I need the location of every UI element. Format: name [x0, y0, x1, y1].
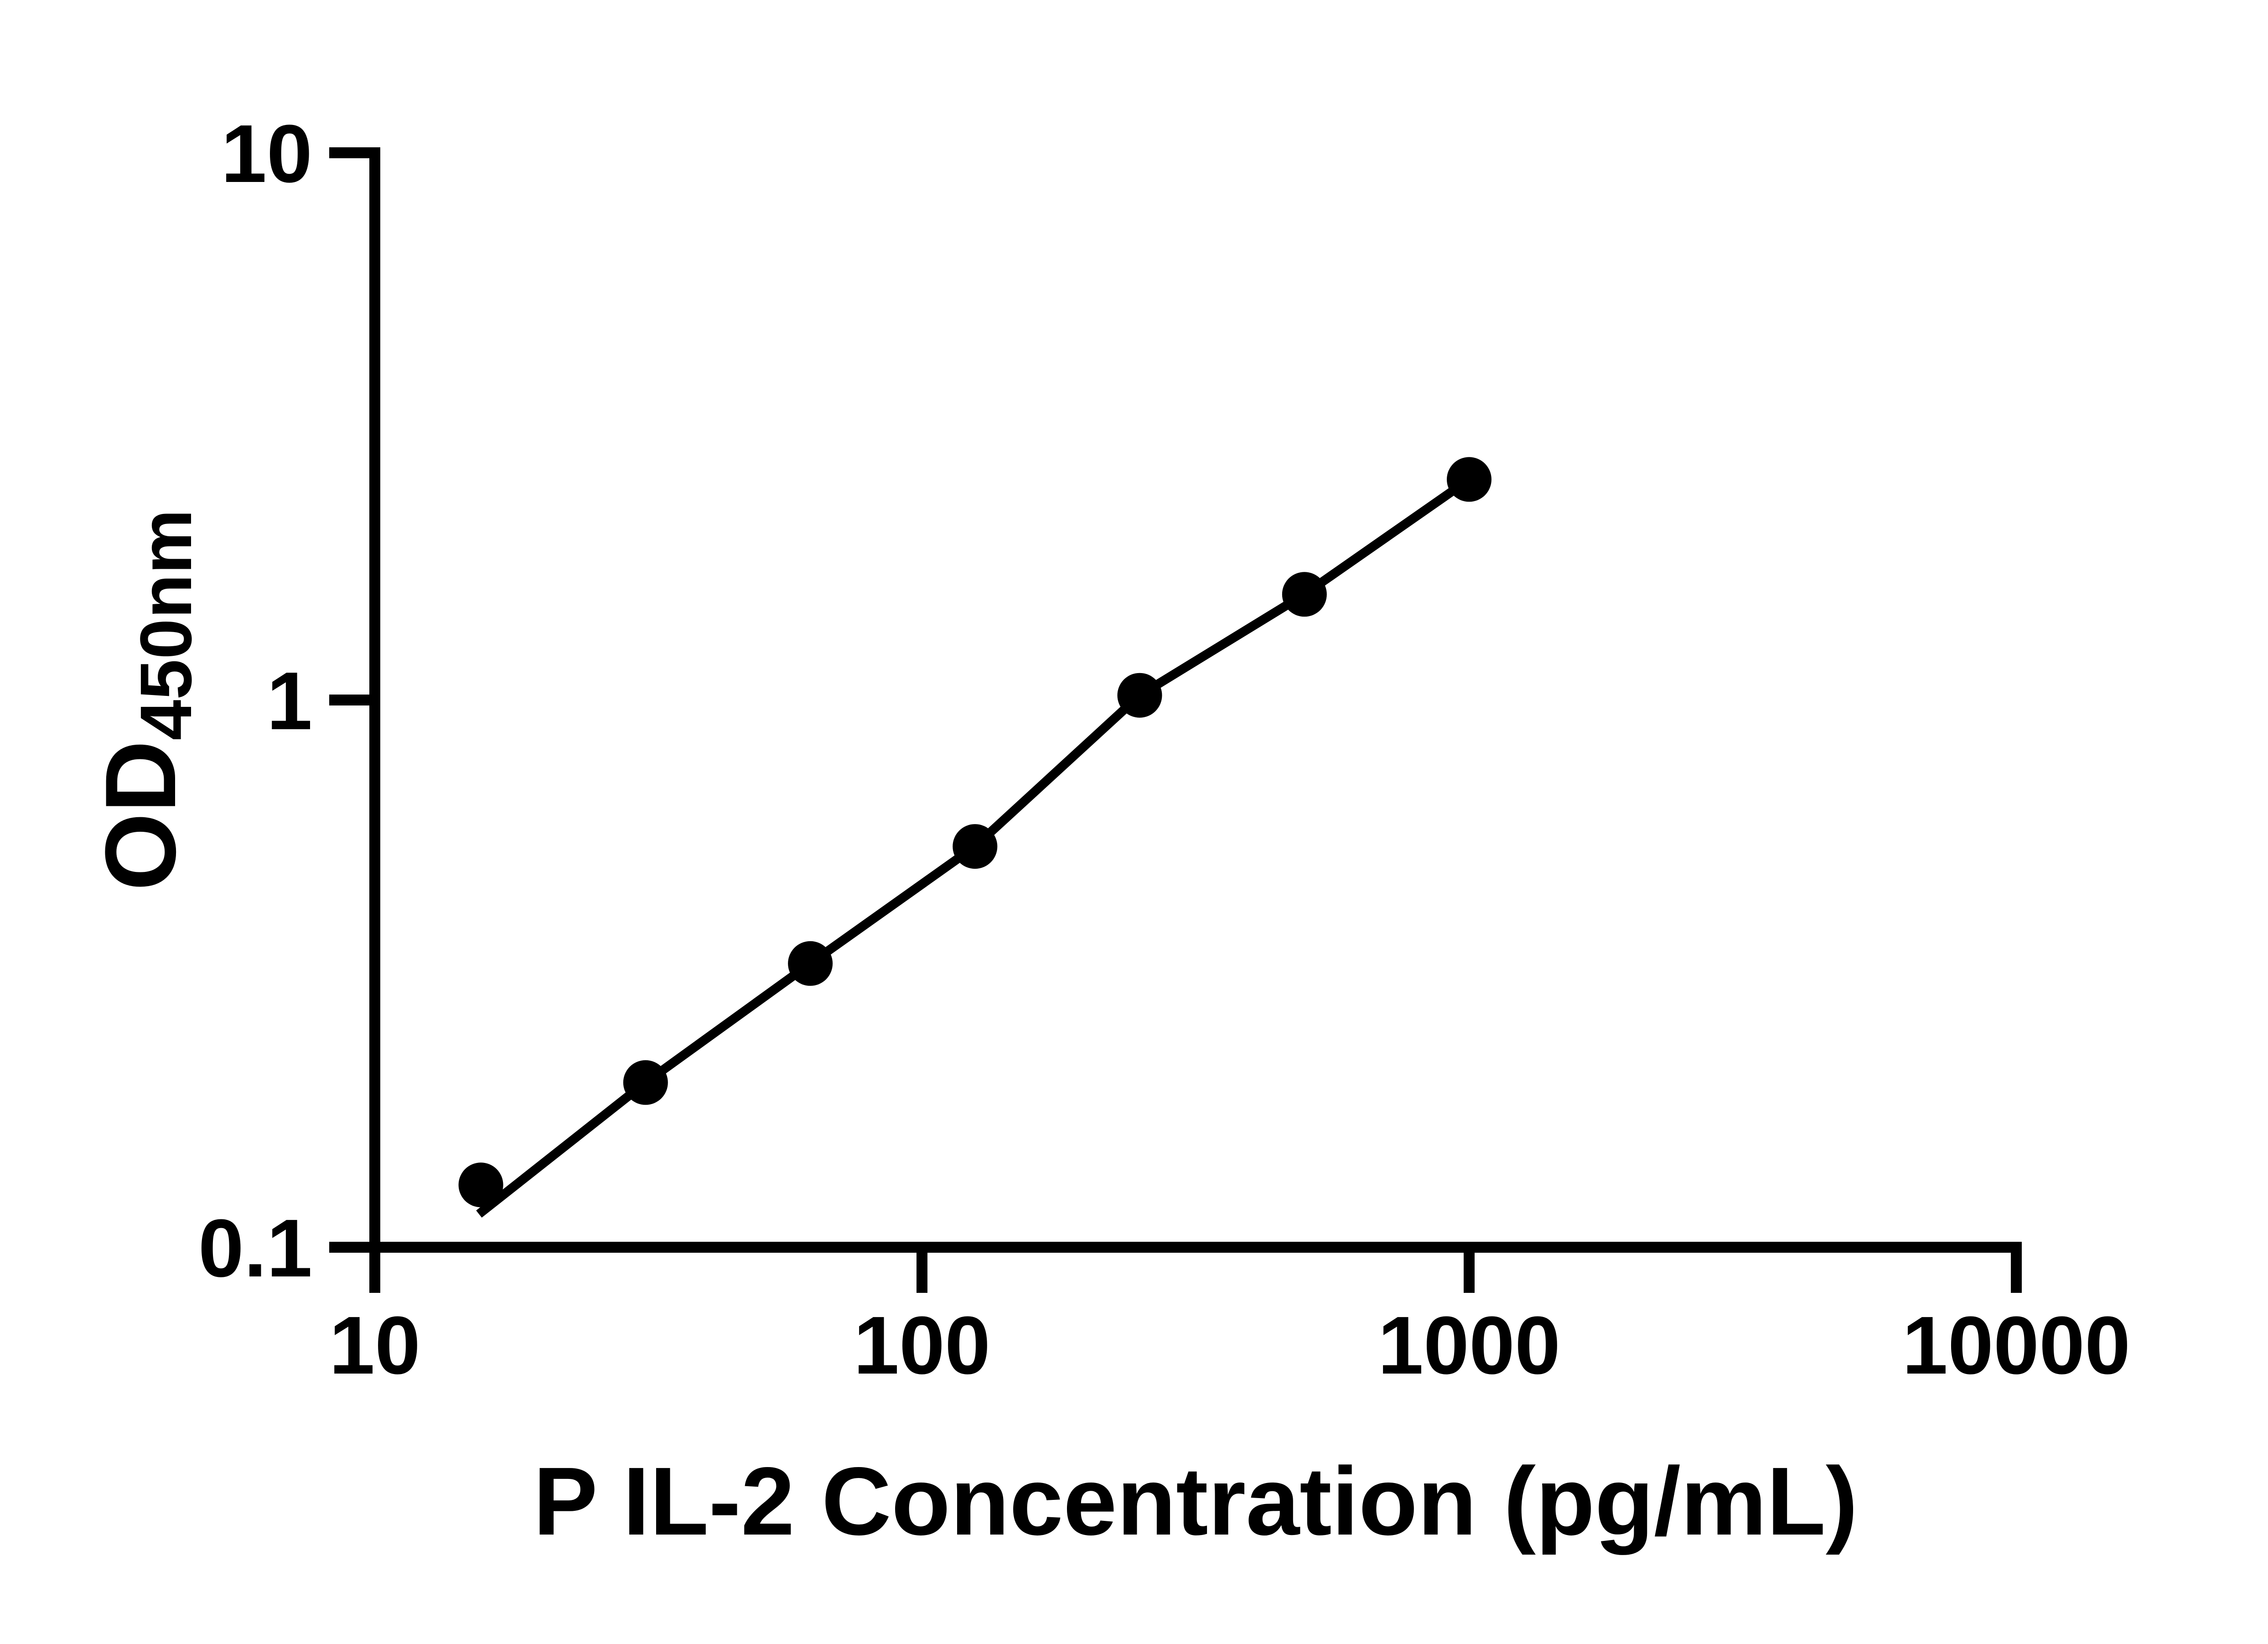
y-axis-title-subscript: 450nm	[125, 509, 207, 741]
data-point	[953, 824, 998, 869]
tick-labels-layer: 10 100 1000 10000 0.1 1 10	[198, 108, 2131, 1391]
data-point	[623, 1060, 668, 1105]
y-tick-label: 10	[221, 108, 312, 200]
x-axis-title: P IL-2 Concentration (pg/mL)	[533, 1447, 1858, 1555]
y-tick-label: 0.1	[198, 1203, 312, 1294]
data-point	[1447, 457, 1491, 502]
axis-ticks	[329, 147, 2022, 1293]
data-points-layer	[458, 457, 1491, 1208]
data-point	[788, 941, 833, 986]
data-point	[458, 1162, 503, 1208]
x-tick-label: 100	[854, 1300, 990, 1391]
x-tick-label: 10000	[1902, 1300, 2131, 1391]
y-axis-title-main: OD	[84, 740, 197, 891]
data-point	[1117, 673, 1162, 718]
data-point	[1282, 572, 1327, 617]
axis-lines	[369, 147, 2022, 1253]
y-tick-label: 1	[267, 655, 312, 747]
y-axis-title: OD450nm	[84, 509, 207, 891]
x-tick-label: 10	[329, 1300, 420, 1391]
x-tick-label: 1000	[1378, 1300, 1560, 1391]
